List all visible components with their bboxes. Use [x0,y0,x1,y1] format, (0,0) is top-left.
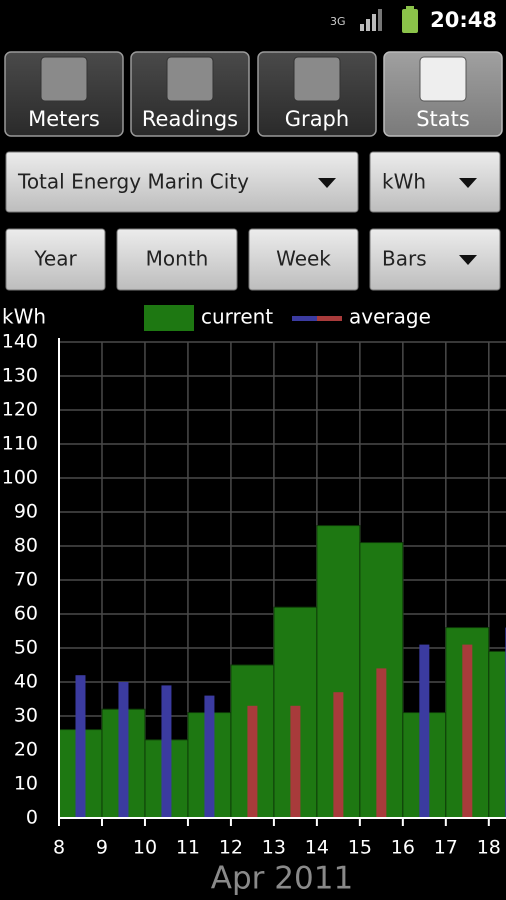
period-label: Month [146,247,209,271]
legend-swatch [292,316,317,321]
y-tick-label: 60 [14,603,38,625]
x-tick-label: 12 [219,837,243,859]
signal-icon [378,9,382,31]
period-label: Week [276,247,331,271]
tab[interactable]: Readings [130,51,250,137]
average-bar [376,668,387,818]
y-tick-label: 90 [14,501,38,523]
average-bar [161,685,172,818]
y-tick-label: 110 [2,433,38,455]
x-tick-label: 14 [305,837,329,859]
dropdown-arrow [318,178,336,188]
battery-icon [406,6,414,10]
x-tick-label: 10 [133,837,157,859]
average-bar [204,695,215,818]
period-label: Year [33,247,77,271]
x-tick-label: 16 [391,837,415,859]
dropdown[interactable] [369,151,501,213]
period-button[interactable] [5,228,106,291]
legend-swatch [144,305,194,331]
tab-icon [419,56,467,102]
y-tick-label: 50 [14,637,38,659]
y-tick-label: 140 [2,331,38,353]
average-bar [419,644,430,818]
x-tick-label: 15 [348,837,372,859]
x-tick-label: 13 [262,837,286,859]
dropdown[interactable] [5,151,359,213]
tab-label: Meters [28,107,100,131]
y-tick-label: 0 [26,807,38,829]
y-tick-label: 10 [14,773,38,795]
current-bar [488,650,506,819]
y-tick-label: 40 [14,671,38,693]
y-tick-label: 20 [14,739,38,761]
dropdown[interactable] [369,228,501,291]
chart: kWh current average 0 10 20 30 40 50 60 70 80 90 100 1… [2,305,506,897]
average-bar [333,692,344,818]
x-tick-label: 9 [96,837,108,859]
average-bar [75,675,86,818]
dropdown-label: Bars [382,247,427,271]
period-buttons: Year Month Week [5,228,359,291]
dropdown-label: Total Energy Marin City [17,170,249,194]
tab-label: Graph [285,107,349,131]
period-button[interactable] [248,228,359,291]
plot [59,525,506,819]
signal-icon [372,14,376,31]
average-bar [247,705,258,818]
legend-swatch [317,316,342,321]
clock: 20:48 [430,8,497,32]
y-tick-label: 70 [14,569,38,591]
average-bar [290,705,301,818]
unit-selector[interactable]: kWh [369,151,501,213]
x-tick-label: 8 [53,837,65,859]
y-tick-label: 30 [14,705,38,727]
tab-label: Readings [142,107,238,131]
dropdown-label: kWh [382,170,426,194]
x-axis-label: Apr 2011 [211,861,353,897]
tab-icon [293,56,341,102]
x-tick-label: 17 [434,837,458,859]
meter-selector[interactable]: Total Energy Marin City [5,151,359,213]
tab-icon [40,56,88,102]
y-tick-label: 100 [2,467,38,489]
y-tick-label: 130 [2,365,38,387]
y-tick-label: 120 [2,399,38,421]
period-button[interactable] [116,228,238,291]
tab-icon [166,56,214,102]
tab[interactable]: Stats [383,51,503,137]
signal-icon [366,19,370,31]
x-tick-label: 11 [176,837,200,859]
network-type: 3G [330,15,346,28]
dropdown-arrow [459,255,477,265]
y-axis-label: kWh [2,305,46,329]
tab[interactable]: Meters [4,51,124,137]
y-tick-label: 80 [14,535,38,557]
status-bar: 3G 20:48 [330,6,497,33]
dropdown-arrow [459,178,477,188]
signal-icon [360,24,364,31]
legend-label: current [201,305,273,329]
tab-label: Stats [416,107,470,131]
tab[interactable]: Graph [257,51,377,137]
tab-bar: Meters Readings Graph Stats [4,51,503,137]
battery-icon [402,9,418,33]
average-bar [118,682,129,818]
legend-label: average [349,305,431,329]
style-selector[interactable]: Bars [369,228,501,291]
x-tick-label: 18 [477,837,501,859]
average-bar [462,644,473,818]
